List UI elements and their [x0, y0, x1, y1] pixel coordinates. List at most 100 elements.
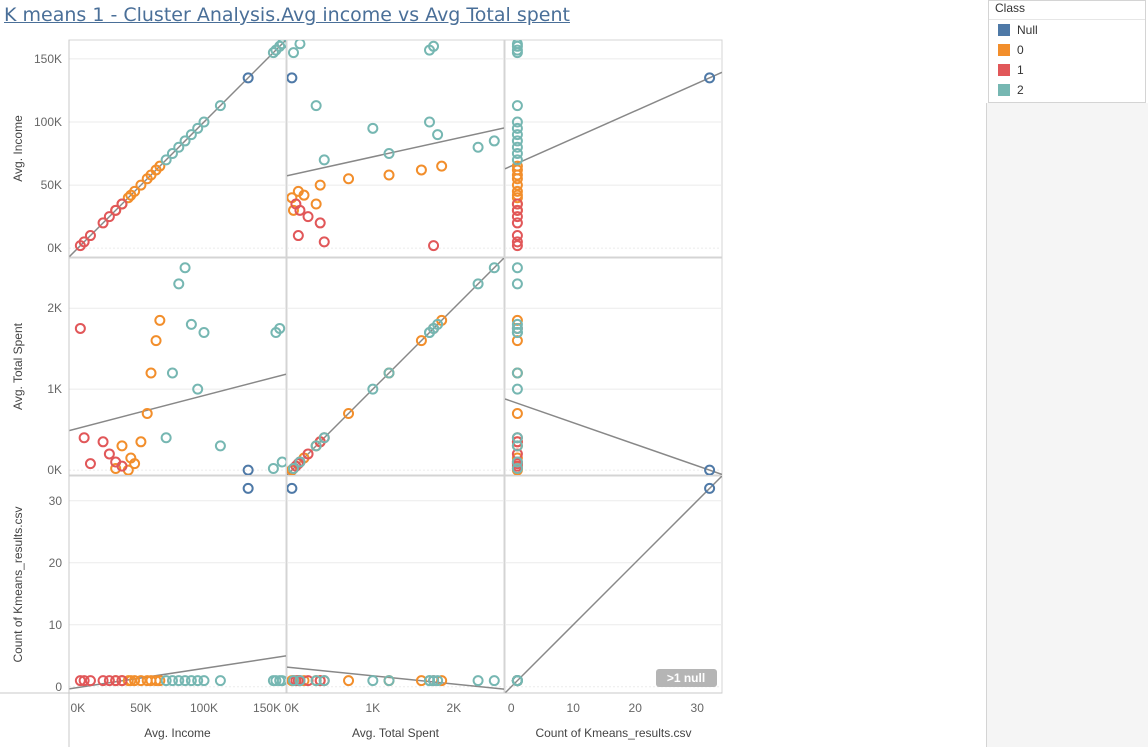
data-point-class-2[interactable] [428, 675, 440, 687]
data-point-class-2[interactable] [198, 116, 210, 128]
data-point-class-2[interactable] [160, 154, 172, 166]
data-point-class-0[interactable] [415, 164, 427, 176]
data-point-class-0[interactable] [343, 173, 355, 185]
data-point-class-2[interactable] [383, 675, 395, 687]
data-point-class-2[interactable] [198, 326, 210, 338]
trend-line[interactable] [287, 127, 504, 177]
color-legend[interactable]: Class Null 0 1 2 [988, 0, 1146, 103]
data-point-class-2[interactable] [511, 116, 523, 128]
data-point-class-0[interactable] [129, 675, 141, 687]
data-point-class-2[interactable] [294, 39, 306, 50]
data-point-class-2[interactable] [179, 675, 191, 687]
data-point-class-0[interactable] [125, 452, 137, 464]
data-point-class-2[interactable] [472, 141, 484, 153]
data-point-class-0[interactable] [125, 189, 137, 201]
data-point-class-0[interactable] [511, 164, 523, 176]
data-point-class-1[interactable] [292, 230, 304, 242]
data-point-class-0[interactable] [135, 675, 147, 687]
data-point-class-2[interactable] [424, 675, 436, 687]
data-point-class-2[interactable] [511, 322, 523, 334]
legend-item-1[interactable]: 1 [989, 60, 1145, 80]
data-point-class-1[interactable] [314, 675, 326, 687]
data-point-class-0[interactable] [116, 440, 128, 452]
data-point-class-1[interactable] [97, 217, 109, 229]
data-point-class-2[interactable] [166, 367, 178, 379]
data-point-class-2[interactable] [160, 675, 172, 687]
data-point-class-0[interactable] [511, 185, 523, 197]
null-indicator[interactable]: >1 null [656, 669, 717, 687]
legend-item-0[interactable]: 0 [989, 40, 1145, 60]
data-point-class-2[interactable] [276, 456, 287, 468]
data-point-class-0[interactable] [154, 675, 166, 687]
data-point-class-2[interactable] [511, 463, 523, 475]
data-point-class-2[interactable] [511, 326, 523, 338]
data-point-class-2[interactable] [287, 463, 299, 475]
data-point-class-0[interactable] [511, 179, 523, 191]
data-point-class-2[interactable] [166, 148, 178, 160]
data-point-class-1[interactable] [511, 240, 523, 252]
data-point-class-0[interactable] [154, 314, 166, 326]
data-point-class-2[interactable] [179, 262, 191, 274]
data-point-class-1[interactable] [97, 436, 109, 448]
data-point-class-2[interactable] [198, 675, 210, 687]
data-point-class-1[interactable] [116, 198, 128, 210]
data-point-class-2[interactable] [511, 440, 523, 452]
data-point-class-1[interactable] [74, 322, 86, 334]
data-point-class-1[interactable] [103, 675, 115, 687]
data-point-class-1[interactable] [511, 198, 523, 210]
data-point-class-0[interactable] [110, 463, 122, 475]
data-point-class-0[interactable] [415, 335, 427, 347]
data-point-class-0[interactable] [287, 204, 299, 216]
data-point-class-2[interactable] [511, 135, 523, 147]
data-point-class-2[interactable] [488, 135, 500, 147]
data-point-class-2[interactable] [287, 47, 299, 59]
data-point-class-2[interactable] [383, 148, 395, 160]
data-point-class-1[interactable] [511, 236, 523, 248]
worksheet-title[interactable]: K means 1 - Cluster Analysis.Avg income … [4, 4, 570, 26]
data-point-class-1[interactable] [290, 198, 302, 210]
data-point-class-1[interactable] [110, 204, 122, 216]
data-point-class-2[interactable] [318, 154, 330, 166]
data-point-class-0[interactable] [310, 198, 322, 210]
data-point-class-2[interactable] [160, 432, 172, 444]
data-point-class-2[interactable] [428, 322, 440, 334]
data-point-class-0[interactable] [511, 407, 523, 419]
data-point-class-2[interactable] [511, 278, 523, 290]
data-point-class-2[interactable] [287, 675, 299, 687]
data-marks[interactable] [74, 39, 716, 687]
data-point-class-2[interactable] [274, 40, 286, 52]
data-point-class-1[interactable] [511, 204, 523, 216]
data-point-class-0[interactable] [314, 179, 326, 191]
data-point-class-2[interactable] [185, 318, 197, 330]
data-point-class-null[interactable] [287, 72, 298, 84]
data-point-class-1[interactable] [116, 460, 128, 472]
data-point-class-null[interactable] [242, 72, 254, 84]
data-point-class-1[interactable] [428, 240, 440, 252]
data-point-class-2[interactable] [267, 463, 279, 475]
data-point-class-2[interactable] [192, 383, 204, 395]
data-point-class-2[interactable] [214, 100, 226, 112]
data-point-class-2[interactable] [511, 154, 523, 166]
data-point-class-1[interactable] [84, 230, 96, 242]
data-point-class-2[interactable] [173, 141, 185, 153]
data-point-class-2[interactable] [472, 675, 484, 687]
data-point-class-1[interactable] [511, 436, 523, 448]
data-point-class-2[interactable] [367, 675, 379, 687]
data-point-class-1[interactable] [103, 211, 115, 223]
data-point-class-0[interactable] [150, 335, 162, 347]
data-point-class-null[interactable] [704, 482, 716, 494]
data-point-class-2[interactable] [511, 456, 523, 468]
data-point-class-1[interactable] [302, 211, 314, 223]
data-point-class-0[interactable] [343, 407, 355, 419]
data-point-class-2[interactable] [511, 141, 523, 153]
data-point-class-2[interactable] [179, 135, 191, 147]
data-point-class-2[interactable] [511, 383, 523, 395]
data-point-class-2[interactable] [511, 675, 523, 687]
data-point-class-2[interactable] [488, 262, 500, 274]
data-point-class-2[interactable] [173, 278, 185, 290]
data-point-class-2[interactable] [432, 129, 444, 141]
data-point-class-2[interactable] [270, 675, 282, 687]
data-point-class-2[interactable] [511, 122, 523, 134]
data-point-class-2[interactable] [310, 675, 322, 687]
data-point-class-2[interactable] [488, 675, 500, 687]
